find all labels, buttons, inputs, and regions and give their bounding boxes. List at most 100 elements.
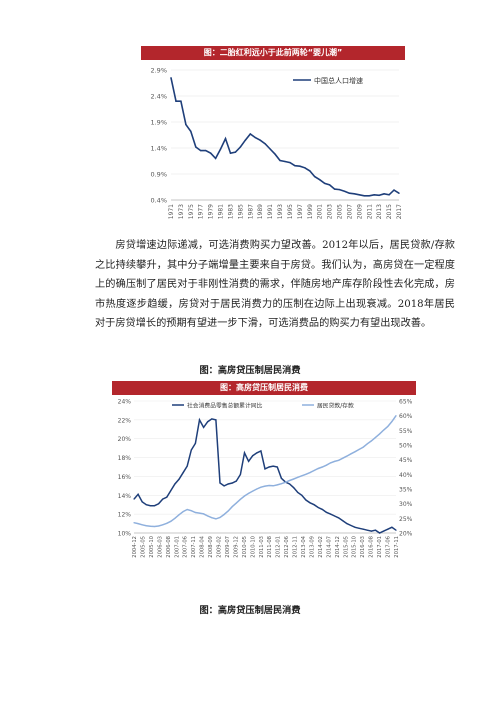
data-point	[149, 505, 151, 507]
x-tick-label: 2011-03	[259, 536, 265, 558]
data-point	[174, 517, 176, 519]
data-point	[346, 455, 348, 457]
y-left-tick-label: 12%	[118, 512, 132, 519]
y-right-tick-label: 25%	[399, 516, 413, 523]
x-tick-label: 2003	[327, 204, 334, 219]
series-line	[170, 77, 400, 197]
data-point	[309, 170, 311, 172]
data-point	[370, 530, 373, 532]
data-point	[180, 100, 182, 102]
data-point	[166, 496, 168, 498]
data-point	[338, 459, 340, 461]
data-point	[235, 502, 237, 504]
y-left-tick-label: 10%	[118, 531, 132, 538]
data-point	[214, 157, 217, 160]
data-point	[276, 484, 278, 486]
data-point	[387, 528, 389, 530]
data-point	[153, 505, 156, 507]
data-point	[362, 528, 364, 530]
y-left-tick-label: 18%	[118, 455, 132, 462]
data-point	[321, 508, 323, 511]
y-left-tick-label: 20%	[118, 436, 132, 443]
data-point	[190, 130, 192, 133]
x-tick-label: 2014-12	[335, 536, 341, 558]
x-tick-label: 2007-06	[183, 536, 189, 558]
body-paragraph: 房贷增速边际递减，可选消费购买力望改善。2012年以后，居民贷款/存款之比持续攀…	[95, 240, 455, 329]
data-point	[395, 529, 397, 531]
data-point	[200, 149, 202, 152]
data-point	[284, 481, 287, 483]
data-point	[249, 133, 252, 135]
x-tick-label: 1997	[297, 204, 304, 219]
data-point	[305, 499, 307, 501]
data-point	[297, 476, 299, 478]
data-point	[178, 514, 180, 516]
x-tick-label: 2011	[366, 204, 373, 219]
data-point	[198, 419, 201, 421]
data-point	[194, 442, 197, 445]
data-point	[219, 148, 222, 150]
data-point	[185, 123, 187, 126]
x-tick-label: 2008-09	[208, 536, 214, 558]
x-tick-label: 2001	[317, 204, 324, 219]
data-point	[387, 425, 389, 428]
x-tick-label: 2014-02	[318, 536, 324, 558]
data-point	[317, 467, 319, 470]
data-point	[354, 451, 356, 453]
data-point	[393, 189, 395, 191]
data-point	[280, 483, 282, 485]
data-point	[133, 522, 135, 524]
data-point	[314, 175, 316, 178]
data-point	[363, 195, 366, 197]
x-tick-label: 2012-11	[293, 536, 299, 558]
data-point	[211, 517, 213, 519]
data-point	[329, 513, 332, 515]
data-point	[353, 193, 356, 195]
x-tick-label: 2008-04	[200, 535, 206, 557]
data-point	[293, 487, 295, 489]
data-point	[398, 192, 400, 194]
data-point	[264, 468, 266, 470]
data-point	[383, 429, 385, 431]
figure-mortgage-consumption: 图：高房贷压制居民消费 24% 22% 20% 18% 16% 14% 12% 10% 65% 6…	[112, 381, 416, 577]
x-tick-label: 1971	[168, 204, 175, 219]
data-point	[202, 513, 205, 515]
series-line	[133, 415, 397, 528]
data-point	[198, 512, 201, 514]
x-tick-label: 2007-11	[191, 536, 197, 558]
x-tick-label: 1989	[257, 204, 264, 219]
x-tick-label: 1987	[247, 204, 254, 219]
legend-label: 社会消费品零售总额累计同比	[187, 402, 263, 410]
data-point	[174, 483, 176, 485]
data-point	[141, 501, 143, 503]
data-point	[207, 421, 209, 423]
data-point	[227, 510, 229, 512]
data-point	[321, 466, 323, 468]
x-tick-label: 2017	[396, 204, 403, 219]
data-point	[301, 494, 303, 496]
data-point	[190, 510, 192, 512]
y-right-tick-label: 45%	[399, 457, 413, 464]
y-tick-label: 2.9%	[150, 67, 167, 75]
mortgage-consumption-chart: 24% 22% 20% 18% 16% 14% 12% 10% 65% 60% 55% 50% 45% 4…	[118, 399, 413, 558]
data-point	[244, 139, 247, 141]
x-tick-label: 1973	[178, 204, 185, 219]
data-point	[325, 464, 328, 466]
y-right-tick-label: 60%	[399, 413, 413, 420]
data-point	[268, 466, 270, 468]
data-point	[383, 193, 385, 195]
data-point	[248, 460, 250, 462]
figure-caption: 图：高房贷压制居民消费	[199, 365, 301, 376]
data-point	[268, 484, 270, 487]
y-left-tick-label: 16%	[118, 474, 132, 481]
y-right-tick-label: 55%	[399, 428, 413, 435]
data-point	[259, 139, 261, 141]
y-right-tick-label: 50%	[399, 443, 413, 450]
data-point	[366, 529, 368, 531]
x-tick-label: 1983	[227, 204, 234, 219]
data-point	[280, 477, 282, 479]
x-tick-label: 2012-01	[276, 536, 282, 558]
data-point	[293, 478, 295, 480]
data-point	[272, 485, 274, 487]
data-point	[239, 473, 242, 476]
